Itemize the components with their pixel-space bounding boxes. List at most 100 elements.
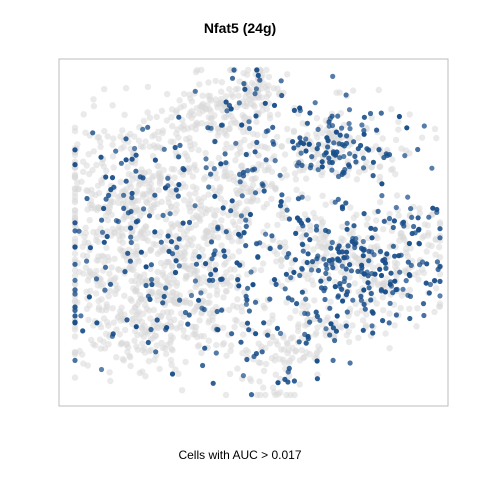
background-point — [278, 262, 285, 270]
highlight-point — [275, 380, 281, 386]
background-point — [199, 107, 207, 115]
background-point — [90, 148, 98, 155]
highlight-point — [307, 237, 313, 243]
highlight-point — [361, 211, 367, 217]
highlight-point — [252, 299, 259, 305]
highlight-point — [72, 307, 78, 314]
highlight-point — [291, 145, 297, 151]
highlight-point — [391, 218, 397, 224]
highlight-point — [379, 181, 385, 187]
background-point — [128, 297, 135, 304]
background-point — [212, 261, 219, 268]
background-point — [226, 370, 234, 378]
background-point — [259, 260, 267, 267]
highlight-point — [369, 309, 375, 315]
highlight-point — [303, 148, 309, 154]
background-point — [146, 187, 153, 194]
highlight-point — [106, 192, 112, 198]
background-point — [172, 148, 179, 156]
highlight-point — [397, 269, 403, 275]
background-point — [351, 280, 359, 287]
highlight-point — [186, 219, 193, 225]
background-point — [319, 192, 326, 199]
background-point — [406, 305, 413, 312]
background-point — [121, 187, 128, 194]
background-point — [271, 153, 278, 160]
highlight-point — [244, 320, 251, 326]
highlight-point — [345, 243, 351, 249]
highlight-point — [369, 323, 375, 329]
background-point — [192, 268, 199, 275]
background-point — [165, 314, 173, 321]
background-point — [162, 216, 170, 223]
highlight-point — [323, 150, 329, 156]
background-point — [90, 96, 97, 103]
background-point — [391, 259, 399, 266]
highlight-point — [146, 213, 153, 219]
background-point — [84, 206, 91, 213]
highlight-point — [298, 150, 304, 156]
highlight-point — [313, 309, 319, 315]
highlight-point — [246, 327, 252, 333]
highlight-point — [175, 193, 181, 199]
background-point — [158, 244, 165, 251]
background-point — [208, 206, 215, 213]
highlight-point — [186, 312, 192, 318]
background-point — [104, 217, 112, 224]
highlight-point — [315, 167, 321, 173]
background-point — [210, 211, 218, 219]
background-point — [90, 102, 98, 110]
highlight-point — [177, 297, 183, 303]
background-point — [92, 191, 99, 199]
background-point — [233, 317, 240, 325]
highlight-point — [386, 215, 393, 222]
highlight-point — [205, 125, 211, 131]
background-point — [248, 79, 256, 87]
background-point — [107, 377, 114, 385]
background-point — [84, 362, 92, 369]
highlight-point — [290, 139, 296, 145]
highlight-point — [213, 350, 219, 356]
background-point — [268, 333, 276, 341]
highlight-point — [286, 365, 292, 371]
background-point — [83, 162, 90, 169]
highlight-point — [109, 333, 115, 339]
highlight-point — [125, 210, 131, 216]
background-point — [416, 209, 423, 217]
background-point — [262, 391, 269, 399]
background-point — [223, 140, 230, 148]
highlight-point — [405, 292, 411, 298]
background-point — [122, 85, 130, 92]
highlight-point — [203, 165, 209, 171]
background-point — [431, 308, 438, 316]
background-point — [432, 251, 439, 258]
background-point — [168, 324, 175, 331]
highlight-point — [318, 278, 324, 284]
highlight-point — [219, 276, 225, 282]
background-point — [112, 287, 120, 294]
background-point — [226, 85, 233, 93]
background-point — [257, 391, 264, 399]
background-point — [93, 161, 100, 169]
background-point — [236, 78, 243, 85]
highlight-point — [324, 135, 330, 141]
background-point — [343, 332, 350, 339]
background-point — [82, 224, 89, 231]
background-point — [118, 247, 125, 255]
highlight-point — [346, 282, 352, 288]
background-point — [269, 312, 276, 319]
background-point — [101, 85, 108, 93]
background-point — [227, 347, 234, 355]
background-point — [196, 317, 203, 324]
background-point — [81, 233, 88, 240]
highlight-point — [314, 376, 320, 382]
background-point — [282, 243, 289, 251]
background-point — [189, 173, 197, 180]
background-point — [313, 114, 321, 122]
background-point — [364, 215, 371, 222]
background-point — [264, 222, 271, 229]
highlight-point — [94, 320, 100, 326]
background-point — [388, 106, 395, 113]
highlight-point — [346, 107, 353, 113]
background-point — [238, 303, 245, 310]
